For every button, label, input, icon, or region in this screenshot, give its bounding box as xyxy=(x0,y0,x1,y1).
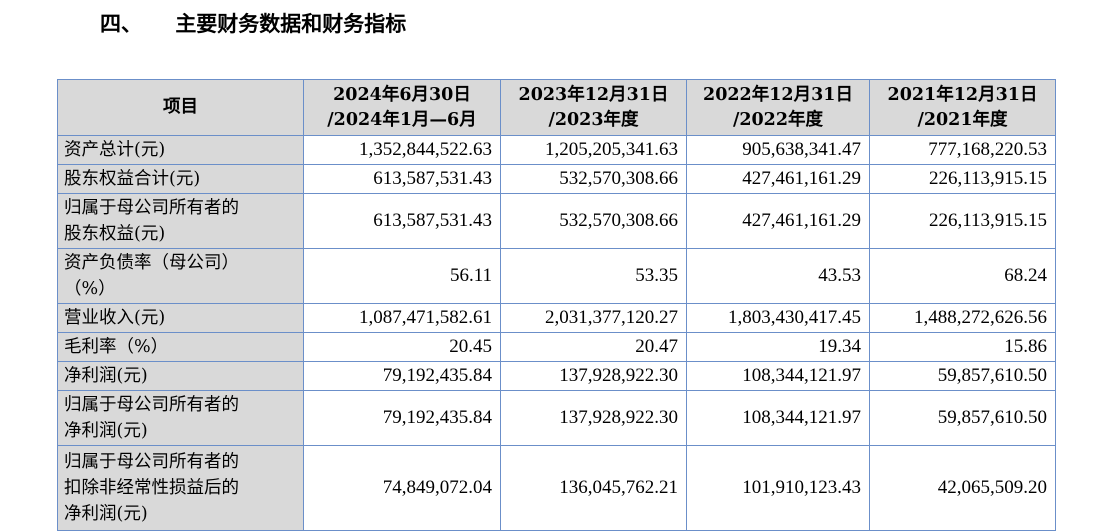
cell-value: 2,031,377,120.27 xyxy=(500,303,687,333)
cell-value: 108,344,121.97 xyxy=(686,361,870,391)
table-row: 营业收入(元) 1,087,471,582.61 2,031,377,120.2… xyxy=(57,303,1056,333)
header-period: 2024年6月30日 /2024年1月—6月 xyxy=(303,79,501,136)
header-period-range: /2022年度 xyxy=(732,109,824,130)
cell-value: 137,928,922.30 xyxy=(500,390,687,446)
cell-value: 20.47 xyxy=(500,332,687,362)
table-row: 归属于母公司所有者的 净利润(元) 79,192,435.84 137,928,… xyxy=(57,390,1056,446)
section-number: 四、 xyxy=(100,12,142,36)
table-row: 归属于母公司所有者的 扣除非经常性损益后的 净利润(元) 74,849,072.… xyxy=(57,445,1056,531)
cell-value: 59,857,610.50 xyxy=(869,390,1056,446)
cell-value: 1,488,272,626.56 xyxy=(869,303,1056,333)
cell-value: 226,113,915.15 xyxy=(869,164,1056,194)
cell-value: 427,461,161.29 xyxy=(686,193,870,249)
header-item: 项目 xyxy=(57,79,304,136)
cell-value: 137,928,922.30 xyxy=(500,361,687,391)
header-period: 2021年12月31日 /2021年度 xyxy=(869,79,1056,136)
cell-value: 136,045,762.21 xyxy=(500,445,687,531)
row-label: 毛利率（%） xyxy=(57,332,304,362)
cell-value: 613,587,531.43 xyxy=(303,193,501,249)
header-period-date: 2021年12月31日 xyxy=(887,84,1038,105)
row-label: 资产负债率（母公司） （%） xyxy=(57,248,304,304)
cell-value: 532,570,308.66 xyxy=(500,164,687,194)
cell-value: 68.24 xyxy=(869,248,1056,304)
header-period-range: /2023年度 xyxy=(548,109,639,130)
section-title: 主要财务数据和财务指标 xyxy=(175,12,407,36)
header-period-range: /2024年1月—6月 xyxy=(327,109,477,130)
row-label: 净利润(元) xyxy=(57,361,304,391)
row-label: 归属于母公司所有者的 扣除非经常性损益后的 净利润(元) xyxy=(57,445,304,531)
table-row: 净利润(元) 79,192,435.84 137,928,922.30 108,… xyxy=(57,361,1056,391)
cell-value: 1,803,430,417.45 xyxy=(686,303,870,333)
cell-value: 532,570,308.66 xyxy=(500,193,687,249)
table-row: 归属于母公司所有者的 股东权益(元) 613,587,531.43 532,57… xyxy=(57,193,1056,249)
cell-value: 20.45 xyxy=(303,332,501,362)
row-label: 股东权益合计(元) xyxy=(57,164,304,194)
cell-value: 79,192,435.84 xyxy=(303,390,501,446)
table-header-row: 项目 2024年6月30日 /2024年1月—6月 2023年12月31日 /2… xyxy=(57,79,1056,136)
cell-value: 1,352,844,522.63 xyxy=(303,135,501,165)
cell-value: 1,087,471,582.61 xyxy=(303,303,501,333)
header-period-date: 2023年12月31日 xyxy=(518,84,669,105)
table-row: 股东权益合计(元) 613,587,531.43 532,570,308.66 … xyxy=(57,164,1056,194)
cell-value: 19.34 xyxy=(686,332,870,362)
cell-value: 226,113,915.15 xyxy=(869,193,1056,249)
header-period-range: /2021年度 xyxy=(917,109,1008,130)
row-label: 资产总计(元) xyxy=(57,135,304,165)
row-label: 营业收入(元) xyxy=(57,303,304,333)
cell-value: 59,857,610.50 xyxy=(869,361,1056,391)
cell-value: 1,205,205,341.63 xyxy=(500,135,687,165)
header-period: 2023年12月31日 /2023年度 xyxy=(500,79,687,136)
cell-value: 613,587,531.43 xyxy=(303,164,501,194)
section-heading: 四、 主要财务数据和财务指标 xyxy=(100,6,406,42)
financial-data-table: 项目 2024年6月30日 /2024年1月—6月 2023年12月31日 /2… xyxy=(57,79,1056,531)
row-label: 归属于母公司所有者的 净利润(元) xyxy=(57,390,304,446)
table-row: 资产负债率（母公司） （%） 56.11 53.35 43.53 68.24 xyxy=(57,248,1056,304)
table-row: 资产总计(元) 1,352,844,522.63 1,205,205,341.6… xyxy=(57,135,1056,165)
cell-value: 905,638,341.47 xyxy=(686,135,870,165)
cell-value: 15.86 xyxy=(869,332,1056,362)
header-period-date: 2024年6月30日 xyxy=(333,84,471,105)
cell-value: 108,344,121.97 xyxy=(686,390,870,446)
cell-value: 427,461,161.29 xyxy=(686,164,870,194)
cell-value: 74,849,072.04 xyxy=(303,445,501,531)
cell-value: 777,168,220.53 xyxy=(869,135,1056,165)
cell-value: 101,910,123.43 xyxy=(686,445,870,531)
cell-value: 53.35 xyxy=(500,248,687,304)
header-period-date: 2022年12月31日 xyxy=(703,84,853,105)
header-period: 2022年12月31日 /2022年度 xyxy=(686,79,870,136)
cell-value: 42,065,509.20 xyxy=(869,445,1056,531)
cell-value: 43.53 xyxy=(686,248,870,304)
row-label: 归属于母公司所有者的 股东权益(元) xyxy=(57,193,304,249)
table-row: 毛利率（%） 20.45 20.47 19.34 15.86 xyxy=(57,332,1056,362)
cell-value: 79,192,435.84 xyxy=(303,361,501,391)
cell-value: 56.11 xyxy=(303,248,501,304)
